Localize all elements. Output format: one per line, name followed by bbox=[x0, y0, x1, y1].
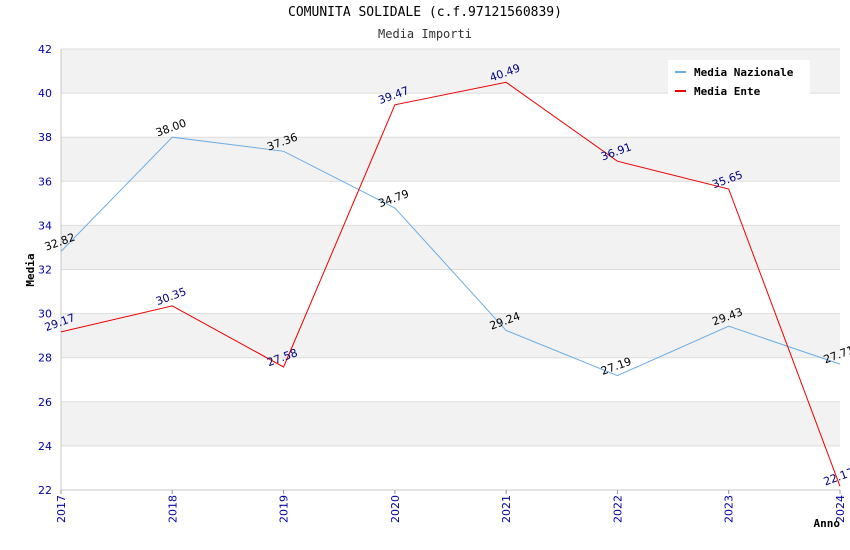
y-tick-label: 38 bbox=[38, 131, 52, 144]
x-tick-label: 2019 bbox=[278, 495, 291, 523]
x-tick-label: 2022 bbox=[611, 495, 624, 523]
grid-band bbox=[61, 225, 840, 270]
grid-band bbox=[61, 137, 840, 182]
y-tick-label: 32 bbox=[38, 264, 52, 277]
y-tick-label: 24 bbox=[38, 440, 52, 453]
series-line-media-ente bbox=[60, 81, 841, 487]
x-tick-label: 2017 bbox=[55, 495, 68, 523]
chart-subtitle: Media Importi bbox=[378, 27, 472, 41]
grid-band bbox=[61, 313, 840, 358]
y-tick-label: 42 bbox=[38, 43, 52, 56]
x-tick-label: 2024 bbox=[834, 495, 847, 523]
legend: Media Nazionale Media Ente bbox=[668, 60, 810, 98]
data-label: 38.00 bbox=[154, 116, 188, 139]
y-tick-label: 36 bbox=[38, 175, 52, 188]
x-tick-label: 2021 bbox=[500, 495, 513, 523]
legend-box bbox=[668, 60, 810, 98]
data-label: 34.79 bbox=[377, 187, 411, 210]
grid-band bbox=[61, 401, 840, 446]
y-tick-label: 34 bbox=[38, 219, 52, 232]
data-label: 22.17 bbox=[822, 465, 850, 488]
data-label: 27.19 bbox=[599, 355, 633, 378]
y-tick-label: 30 bbox=[38, 308, 52, 321]
x-tick-label: 2020 bbox=[389, 495, 402, 523]
data-label: 30.35 bbox=[154, 285, 188, 308]
x-axis-title: Anno bbox=[814, 517, 841, 530]
y-tick-label: 22 bbox=[38, 484, 52, 497]
x-tick-label: 2023 bbox=[723, 495, 736, 523]
y-axis-title: Media bbox=[24, 253, 37, 286]
series-line-media-nazionale bbox=[60, 136, 841, 377]
legend-label: Media Ente bbox=[694, 85, 761, 98]
y-tick-label: 26 bbox=[38, 396, 52, 409]
y-tick-label: 28 bbox=[38, 352, 52, 365]
chart-title: COMUNITA SOLIDALE (c.f.97121560839) bbox=[288, 5, 562, 20]
x-tick-label: 2018 bbox=[166, 495, 179, 523]
legend-label: Media Nazionale bbox=[694, 66, 794, 79]
y-tick-label: 40 bbox=[38, 87, 52, 100]
